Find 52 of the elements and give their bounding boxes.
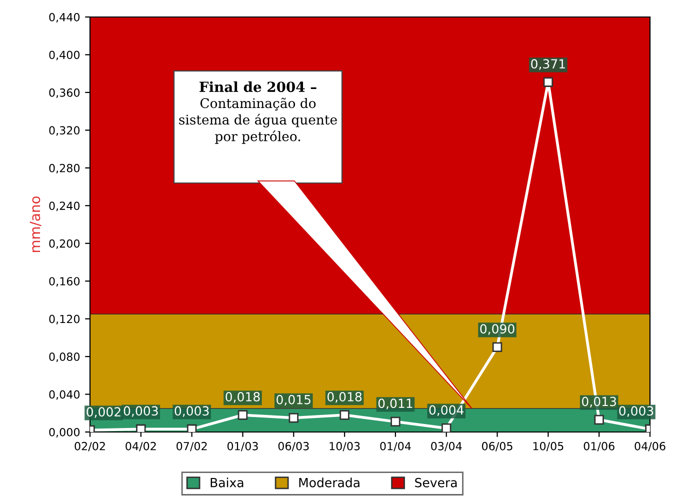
data-label: 0,015 [276,394,310,406]
y-tick-label: 0,040 [49,390,80,400]
data-label: 0,018 [226,392,260,403]
point [492,342,502,352]
x-tick-label: 10/05 [533,442,564,452]
data-label: 0,003 [619,406,654,417]
legend-label: Baixa [210,478,244,488]
annotation: Final de 2004 – [200,81,316,92]
x-tick-label: 03/04 [431,442,462,452]
y-tick-label: 0,000 [49,428,80,438]
x-tick-label: 06/05 [482,442,512,452]
data-label: 0,003 [174,406,209,417]
y-tick-label: 0,080 [49,352,80,362]
y-tick-label: 0,360 [49,88,80,98]
y-tick-label: 0,320 [49,126,80,136]
y-axis-title: mm/ano [30,196,42,252]
data-label: 0,018 [327,392,362,403]
point [136,424,146,432]
point [390,416,400,426]
x-tick-label: 04/06 [634,442,666,452]
data-label: 0,371 [531,59,565,70]
y-tick-label: 0,120 [49,314,80,324]
data-label: 0,002 [86,407,120,418]
y-tick-label: 0,400 [49,50,80,60]
y-tick-label: 0,200 [49,239,80,249]
x-tick-label: 04/02 [126,442,156,452]
legend-label: Moderada [299,478,360,488]
x-tick-label: 07/02 [176,442,207,452]
y-tick-label: 0,240 [49,202,80,212]
x-tick-label: 06/03 [278,442,309,452]
y-tick-label: 0,440 [49,12,80,23]
point [340,410,350,420]
data-label: 0,090 [480,324,514,335]
point [238,410,248,420]
point [543,77,554,87]
x-tick-label: 01/04 [380,442,411,452]
data-label: 0,003 [124,406,158,417]
point [186,424,197,432]
data-label: 0,004 [429,405,464,416]
y-tick-label: 0,160 [49,277,80,287]
legend-label: Severa [415,478,457,488]
point [442,423,452,432]
x-tick-label: 01/03 [227,442,258,452]
point [288,412,298,423]
data-label: 0,011 [378,398,412,410]
x-tick-label: 02/02 [74,442,105,452]
x-tick-label: 10/03 [330,442,360,452]
x-tick-label: 01/06 [584,442,614,452]
data-label: 0,013 [582,396,616,408]
y-tick-label: 0,280 [49,164,80,174]
annotation: Contaminação do sistema de água quente por petróleo. [179,98,337,144]
point [594,414,604,425]
